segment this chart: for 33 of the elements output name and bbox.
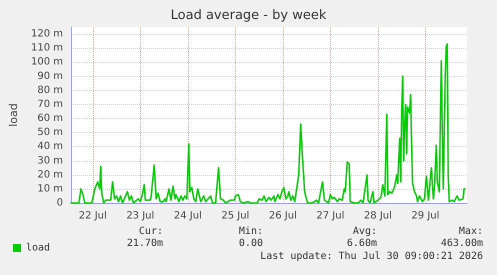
legend-label: load (26, 242, 50, 254)
x-tick-label: 23 Jul (126, 210, 154, 222)
y-tick-label: 10 m (37, 183, 63, 194)
text: 21.70m (126, 238, 163, 249)
text: 0.00 (238, 238, 263, 249)
x-tick-label: 25 Jul (221, 210, 250, 222)
x-tick-label: 22 Jul (78, 210, 107, 222)
y-tick-label: 60 m (37, 113, 63, 124)
x-tick-label: 26 Jul (268, 210, 297, 222)
y-tick-label: 100 m (30, 56, 63, 68)
x-tick-label: 24 Jul (174, 210, 202, 222)
text: Cur: (138, 226, 163, 237)
y-tick-label: 70 m (37, 98, 63, 110)
y-tick-label: 90 m (37, 70, 63, 82)
y-tick-label: 30 m (37, 155, 63, 166)
y-tick-label: 50 m (37, 127, 63, 138)
y-tick-label: 110 m (30, 42, 63, 54)
text: Avg: (352, 226, 377, 237)
x-tick-label: 29 Jul (411, 210, 440, 222)
x-tick-label: 27 Jul (316, 210, 344, 222)
y-tick-label: 0 (56, 198, 63, 208)
y-axis-title: load (7, 103, 20, 127)
y-tick-label: 80 m (37, 84, 63, 96)
text: Max: (458, 226, 483, 237)
chart-title: Load average - by week (170, 8, 327, 23)
text: 463.00m (440, 238, 483, 249)
text: 6.60m (346, 238, 377, 249)
x-tick-label: 28 Jul (364, 210, 392, 222)
y-tick-label: 120 m (30, 28, 63, 40)
y-tick-label: 40 m (37, 141, 63, 152)
y-tick-label: 20 m (37, 169, 63, 180)
text: Last update: Thu Jul 30 09:00:21 2026 (260, 251, 483, 262)
text: Min: (238, 226, 263, 237)
